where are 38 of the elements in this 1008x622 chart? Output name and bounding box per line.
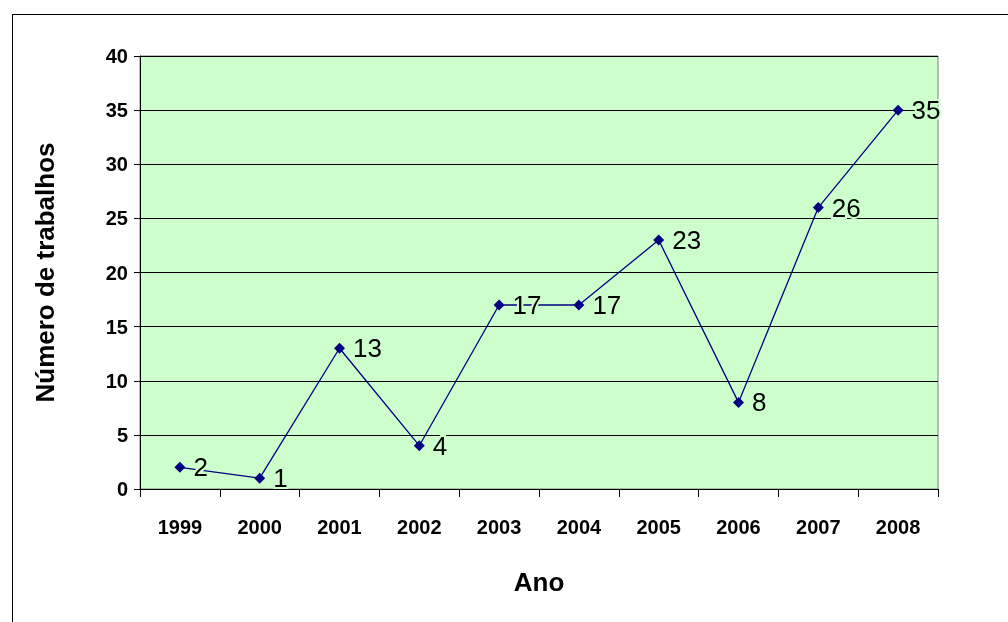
x-tick-label: 2007 bbox=[796, 516, 841, 538]
data-label: 4 bbox=[432, 430, 448, 461]
y-axis-title: Número de trabalhos bbox=[30, 142, 60, 403]
data-label: 1 bbox=[273, 463, 288, 494]
y-tick-label: 35 bbox=[105, 99, 128, 122]
point bbox=[812, 202, 824, 214]
y-tick-label: 20 bbox=[105, 261, 128, 284]
data-label: 13 bbox=[353, 333, 382, 364]
point bbox=[573, 299, 585, 311]
y-tick-label: 0 bbox=[116, 478, 128, 500]
y-tick-label: 10 bbox=[105, 369, 128, 392]
y-tick-label: 40 bbox=[105, 45, 128, 67]
x-tick-label: 2002 bbox=[397, 516, 442, 538]
x-tick-label: 2003 bbox=[476, 516, 522, 538]
point bbox=[174, 461, 186, 473]
point bbox=[733, 396, 744, 408]
point bbox=[413, 440, 425, 452]
point bbox=[334, 342, 345, 354]
data-label: 23 bbox=[672, 225, 702, 256]
x-tick-label: 2005 bbox=[636, 516, 681, 538]
x-tick-label: 2000 bbox=[237, 516, 282, 538]
y-tick-label: 15 bbox=[105, 315, 128, 338]
data-label: 26 bbox=[831, 192, 861, 223]
x-tick-label: 2006 bbox=[716, 516, 761, 538]
x-tick-label: 2001 bbox=[317, 516, 362, 538]
point bbox=[653, 234, 665, 246]
point bbox=[254, 472, 266, 484]
x-axis-title: Ano bbox=[513, 567, 565, 597]
x-tick-label: 2008 bbox=[875, 516, 921, 538]
x-tick-label: 2004 bbox=[556, 516, 603, 538]
y-tick-label: 30 bbox=[105, 153, 128, 176]
x-tick-label: 1999 bbox=[157, 516, 203, 538]
y-tick-label: 25 bbox=[105, 207, 128, 230]
y-tick-label: 5 bbox=[116, 423, 128, 446]
point bbox=[493, 299, 505, 311]
data-label: 17 bbox=[592, 289, 622, 320]
point bbox=[892, 104, 904, 116]
data-label: 8 bbox=[752, 387, 767, 418]
